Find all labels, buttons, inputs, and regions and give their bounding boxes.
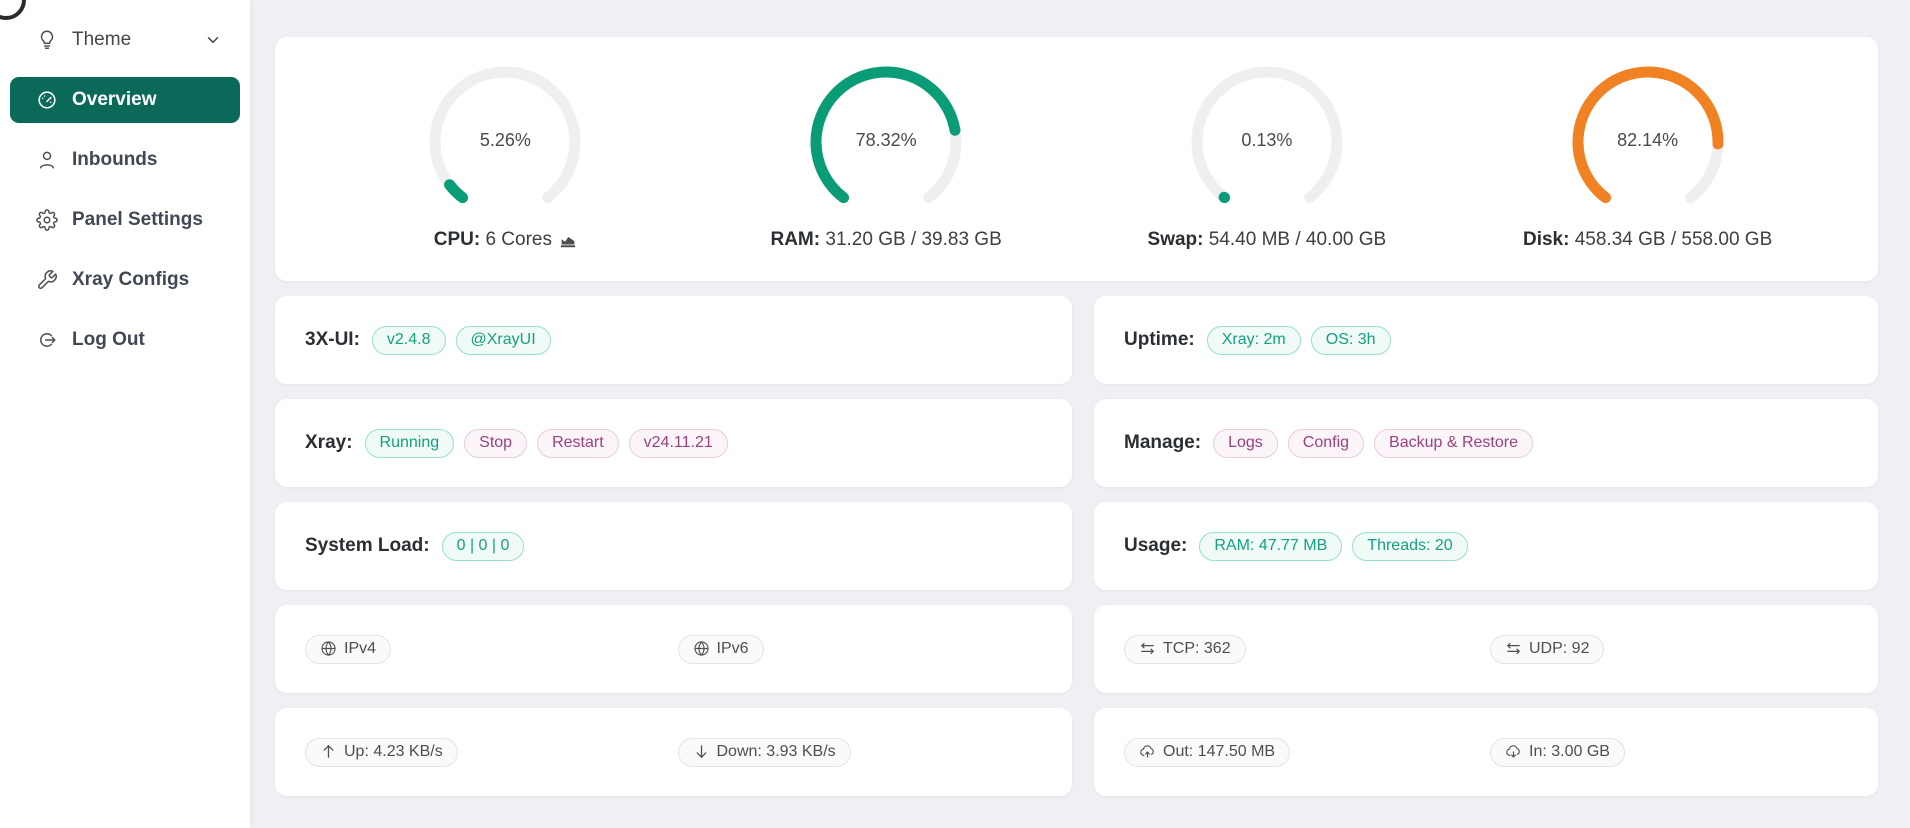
xray-stop-button[interactable]: Stop <box>464 428 528 458</box>
download-speed-tag: Down: 3.93 KB/s <box>677 737 851 767</box>
logout-icon <box>36 329 58 351</box>
dashboard-icon <box>36 89 58 111</box>
sidebar-item-theme[interactable]: Theme <box>10 17 240 63</box>
card-uptime: Uptime: Xray: 2m OS: 3h <box>1094 296 1878 384</box>
sidebar-item-panel-settings[interactable]: Panel Settings <box>10 197 240 243</box>
disk-gauge: 82.14% Disk: 458.34 GB / 558.00 GB <box>1457 37 1838 281</box>
cloud-upload-icon <box>1139 743 1156 760</box>
card-title: Usage: <box>1124 535 1188 556</box>
main-content: 5.26% CPU: 6 Cores 78.32% <box>250 0 1910 828</box>
chevron-down-icon[interactable] <box>204 31 222 49</box>
globe-icon <box>693 640 710 657</box>
ram-gauge-arc <box>810 66 962 218</box>
ipv6-tag[interactable]: IPv6 <box>677 634 764 664</box>
usage-threads-tag: Threads: 20 <box>1352 531 1468 561</box>
ipv4-tag[interactable]: IPv4 <box>305 634 392 664</box>
card-3xui: 3X-UI: v2.4.8 @XrayUI <box>275 296 1072 384</box>
swap-label: Swap: 54.40 MB / 40.00 GB <box>1147 229 1387 250</box>
xray-status-tag: Running <box>364 428 455 458</box>
disk-percent: 82.14% <box>1617 130 1679 150</box>
card-title: Uptime: <box>1124 329 1195 350</box>
cpu-label: CPU: 6 Cores <box>434 229 577 251</box>
cpu-percent: 5.26% <box>479 130 531 150</box>
sidebar-item-overview[interactable]: Overview <box>10 77 240 123</box>
uptime-os-tag: OS: 3h <box>1310 325 1391 355</box>
sidebar: Theme Overview Inbounds <box>0 0 250 828</box>
area-chart-icon[interactable] <box>559 231 577 249</box>
wrench-icon <box>36 269 58 291</box>
manage-backup-restore-button[interactable]: Backup & Restore <box>1374 428 1533 458</box>
bulb-icon <box>36 29 58 51</box>
traffic-in-tag: In: 3.00 GB <box>1490 737 1625 767</box>
sidebar-item-label: Inbounds <box>72 149 158 170</box>
disk-label: Disk: 458.34 GB / 558.00 GB <box>1522 229 1773 250</box>
system-load-tag: 0 | 0 | 0 <box>441 531 525 561</box>
card-usage: Usage: RAM: 47.77 MB Threads: 20 <box>1094 502 1878 590</box>
sidebar-item-label: Panel Settings <box>72 209 203 230</box>
ram-gauge: 78.32% RAM: 31.20 GB / 39.83 GB <box>696 37 1077 281</box>
swap-gauge: 0.13% Swap: 54.40 MB / 40.00 GB <box>1077 37 1458 281</box>
xui-version-tag[interactable]: v2.4.8 <box>371 325 446 355</box>
traffic-out-tag: Out: 147.50 MB <box>1124 737 1291 767</box>
card-title: System Load: <box>305 535 430 556</box>
uptime-xray-tag: Xray: 2m <box>1206 325 1301 355</box>
xui-telegram-tag[interactable]: @XrayUI <box>455 325 551 355</box>
arrow-down-icon <box>693 743 710 760</box>
sidebar-item-label: Log Out <box>72 329 145 350</box>
arrow-up-icon <box>320 743 337 760</box>
user-icon <box>36 149 58 171</box>
gear-icon <box>36 209 58 231</box>
swap-icon <box>1139 640 1156 657</box>
card-connections: TCP: 362 UDP: 92 <box>1094 605 1878 693</box>
swap-percent: 0.13% <box>1241 130 1293 150</box>
sidebar-item-inbounds[interactable]: Inbounds <box>10 137 240 183</box>
card-system-load: System Load: 0 | 0 | 0 <box>275 502 1072 590</box>
sidebar-item-label: Overview <box>72 89 157 110</box>
ram-percent: 78.32% <box>855 130 917 150</box>
stat-rows: 3X-UI: v2.4.8 @XrayUI Uptime: Xray: 2m O… <box>275 296 1878 796</box>
card-xray: Xray: Running Stop Restart v24.11.21 <box>275 399 1072 487</box>
udp-count-tag: UDP: 92 <box>1490 634 1605 664</box>
manage-config-button[interactable]: Config <box>1287 428 1365 458</box>
xray-restart-button[interactable]: Restart <box>537 428 619 458</box>
sidebar-item-label: Xray Configs <box>72 269 190 290</box>
disk-gauge-arc <box>1572 66 1724 218</box>
card-manage: Manage: Logs Config Backup & Restore <box>1094 399 1878 487</box>
cloud-download-icon <box>1505 743 1522 760</box>
sidebar-item-xray-configs[interactable]: Xray Configs <box>10 257 240 303</box>
sidebar-nav: Theme Overview Inbounds <box>0 0 250 363</box>
upload-speed-tag: Up: 4.23 KB/s <box>305 737 458 767</box>
cpu-gauge-arc <box>429 66 581 218</box>
card-title: 3X-UI: <box>305 329 360 350</box>
ram-label: RAM: 31.20 GB / 39.83 GB <box>770 229 1002 250</box>
card-total-traffic: Out: 147.50 MB In: 3.00 GB <box>1094 708 1878 796</box>
system-gauges-card: 5.26% CPU: 6 Cores 78.32% <box>275 37 1878 281</box>
globe-icon <box>320 640 337 657</box>
swap-gauge-arc <box>1191 66 1343 218</box>
sidebar-item-logout[interactable]: Log Out <box>10 317 240 363</box>
card-ip-addresses: IPv4 IPv6 <box>275 605 1072 693</box>
sidebar-item-label: Theme <box>72 29 132 50</box>
xray-version-tag[interactable]: v24.11.21 <box>628 428 728 458</box>
card-title: Xray: <box>305 432 353 453</box>
manage-logs-button[interactable]: Logs <box>1213 428 1278 458</box>
tcp-count-tag: TCP: 362 <box>1124 634 1246 664</box>
card-speed: Up: 4.23 KB/s Down: 3.93 KB/s <box>275 708 1072 796</box>
cpu-gauge: 5.26% CPU: 6 Cores <box>315 37 696 281</box>
card-title: Manage: <box>1124 432 1202 453</box>
usage-ram-tag: RAM: 47.77 MB <box>1199 531 1343 561</box>
swap-icon <box>1505 640 1522 657</box>
